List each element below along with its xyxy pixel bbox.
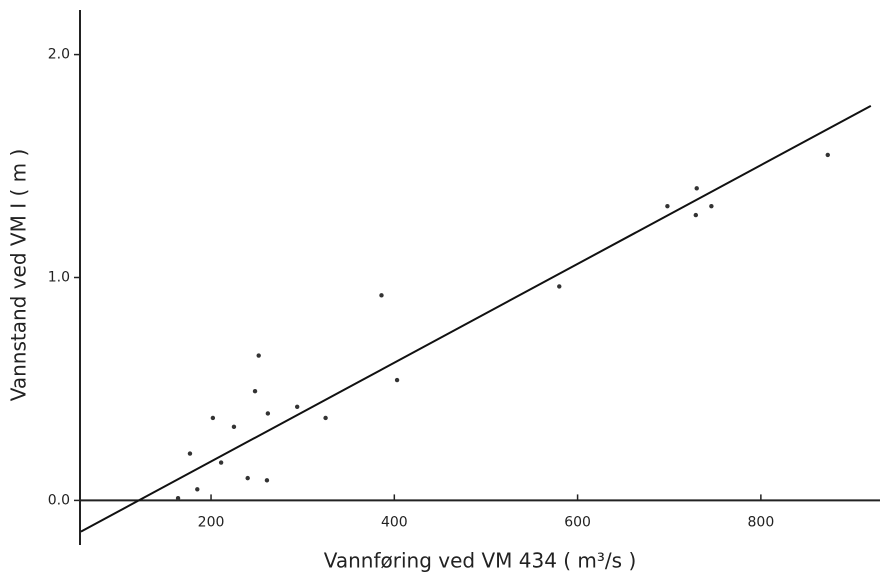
y-tick-label: 1.0	[48, 270, 70, 286]
point	[294, 404, 300, 409]
point	[256, 353, 261, 358]
point	[231, 424, 237, 430]
point	[665, 203, 670, 209]
point	[394, 377, 400, 383]
point	[557, 284, 562, 289]
point	[709, 203, 714, 209]
x-tick-label: 200	[198, 514, 225, 530]
point	[210, 415, 216, 421]
point	[264, 478, 270, 483]
point	[379, 293, 384, 298]
point	[252, 388, 258, 394]
y-axis-title: Vannstand ved VM I ( m )	[7, 149, 31, 402]
fit-line	[80, 104, 872, 533]
point	[265, 411, 271, 416]
point	[825, 152, 830, 158]
point	[218, 460, 224, 465]
point	[323, 415, 328, 421]
y-tick-label: 2.0	[48, 47, 70, 63]
x-tick-label: 800	[748, 514, 775, 530]
y-tick-label: 0.0	[48, 492, 70, 508]
point	[245, 475, 250, 481]
x-tick-label: 600	[564, 514, 591, 530]
point	[694, 186, 699, 191]
x-tick-label: 400	[381, 514, 408, 530]
point	[175, 495, 181, 501]
point	[195, 487, 200, 492]
point	[693, 212, 699, 218]
point	[187, 451, 193, 456]
x-axis-title: Vannføring ved VM 434 ( m³/s )	[324, 549, 637, 573]
